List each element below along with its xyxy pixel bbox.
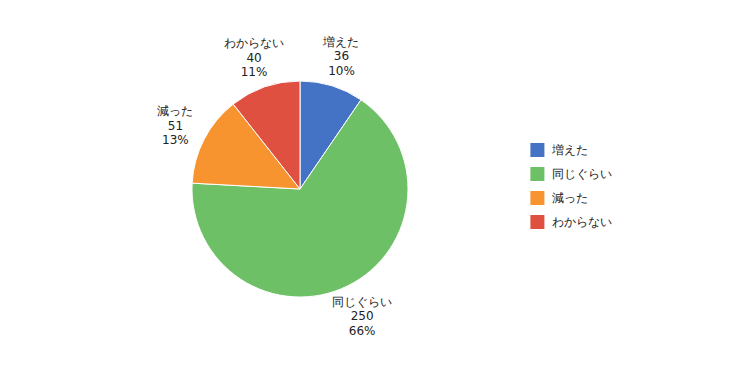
data-label-percentage: 66% bbox=[349, 324, 376, 338]
data-label-value: 51 bbox=[168, 119, 183, 133]
legend-label: 同じぐらい bbox=[552, 167, 612, 181]
legend-item: 増えた bbox=[530, 143, 588, 157]
legend-swatch bbox=[530, 191, 544, 205]
data-label-value: 36 bbox=[334, 49, 349, 63]
legend-item: 同じぐらい bbox=[530, 167, 612, 181]
data-label-value: 40 bbox=[246, 51, 261, 65]
pie bbox=[192, 81, 408, 297]
data-label: 増えた3610% bbox=[322, 35, 359, 78]
slice bbox=[233, 81, 300, 189]
legend-label: 増えた bbox=[551, 143, 588, 157]
legend: 増えた同じぐらい減ったわからない bbox=[530, 143, 612, 229]
data-labels: 増えた3610% 同じぐらい25066% 減った5113% わからない4011% bbox=[157, 35, 392, 338]
data-label: 減った5113% bbox=[157, 104, 193, 147]
chart: 増えた3610%同じぐらい25066%減った5113%わからない4011%増えた… bbox=[0, 0, 756, 378]
legend-item: 減った bbox=[530, 191, 588, 205]
data-label-category: 同じぐらい bbox=[332, 295, 392, 309]
data-label: わからない4011% bbox=[224, 36, 284, 79]
data-label-category: 増えた bbox=[322, 35, 359, 49]
legend-item: わからない bbox=[530, 215, 612, 229]
legend-label: 減った bbox=[552, 191, 588, 205]
data-label-value: 250 bbox=[351, 309, 374, 323]
data-label-percentage: 13% bbox=[162, 133, 189, 147]
data-label-category: わからない bbox=[224, 36, 284, 50]
data-label: 同じぐらい25066% bbox=[332, 295, 392, 338]
legend-label: わからない bbox=[552, 215, 612, 229]
legend-swatch bbox=[530, 143, 544, 157]
legend-swatch bbox=[530, 215, 544, 229]
data-label-percentage: 10% bbox=[328, 64, 355, 78]
data-label-percentage: 11% bbox=[241, 65, 268, 79]
legend-swatch bbox=[530, 167, 544, 181]
data-label-category: 減った bbox=[157, 104, 193, 118]
